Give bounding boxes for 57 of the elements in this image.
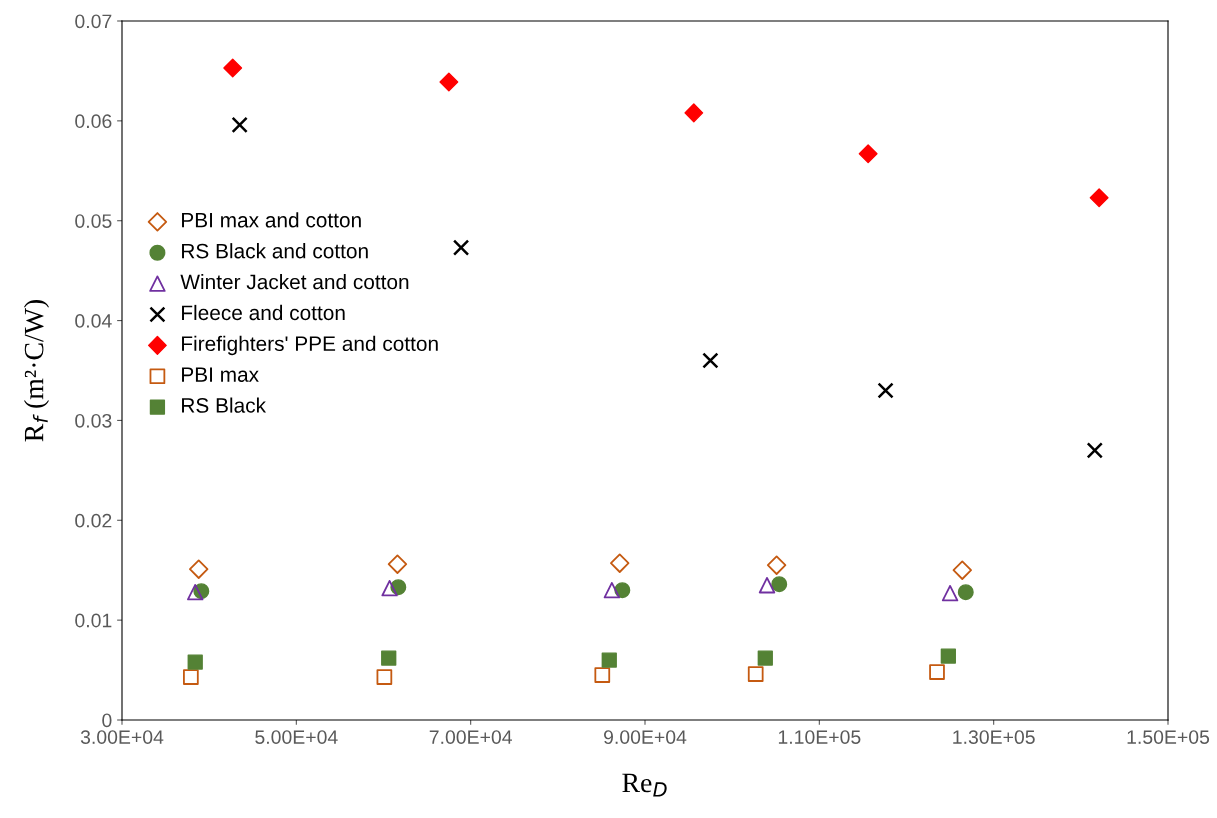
point [771,576,788,593]
legend-label: PBI max and cotton [182,212,361,228]
point [187,654,203,670]
point [387,554,408,574]
point [702,352,719,369]
x-tick-label: 9.00E+04 [604,730,687,744]
point [610,553,630,573]
y-tick-label: 0.04 [75,314,112,328]
point [952,560,972,580]
point [603,581,621,599]
point [747,666,764,682]
point [858,144,878,164]
point [757,650,773,666]
point [957,584,974,601]
legend-label: RS Black [182,397,267,413]
x-tick-label: 3.00E+04 [80,730,164,744]
point [376,669,393,685]
point [601,652,617,668]
y-tick-label: 0.07 [75,14,112,29]
y-tick-label: 0.06 [75,114,112,129]
point [877,382,894,399]
point [766,555,787,575]
point [1089,188,1109,208]
point [614,582,631,599]
y-tick-label: 0 [102,713,112,728]
point [452,239,470,256]
y-axis-title: R$_{f}$ (m²·C/W) [23,300,50,442]
legend-label: Firefighters' PPE and cotton [182,335,438,356]
point [940,648,956,664]
x-tick-label: 1.10E+05 [778,730,861,744]
point [381,650,397,666]
point [1086,442,1103,459]
legend-label: RS Black and cotton [182,243,368,259]
x-tick-label: 7.00E+04 [429,730,512,744]
point [439,72,459,92]
point [223,58,243,78]
legend-label: Fleece and cotton [182,304,345,321]
point [231,116,248,134]
x-tick-label: 1.50E+05 [1127,730,1210,744]
y-tick-label: 0.05 [75,214,112,228]
point [684,103,704,123]
point [594,667,611,683]
point [187,583,204,601]
point [381,580,398,597]
y-tick-label: 0.01 [75,613,112,628]
y-tick-label: 0.03 [75,413,112,428]
legend-label: Winter Jacket and cotton [180,273,409,290]
y-tick-label: 0.02 [75,513,112,528]
point [941,584,959,602]
x-tick-label: 1.30E+05 [953,730,1035,744]
point [183,669,199,685]
legend-label: PBI max [182,367,259,382]
x-axis-title: Re$_{D}$ [622,773,667,797]
point [929,664,945,680]
x-tick-label: 5.00E+04 [255,730,338,744]
point [189,559,209,579]
point [758,577,776,594]
